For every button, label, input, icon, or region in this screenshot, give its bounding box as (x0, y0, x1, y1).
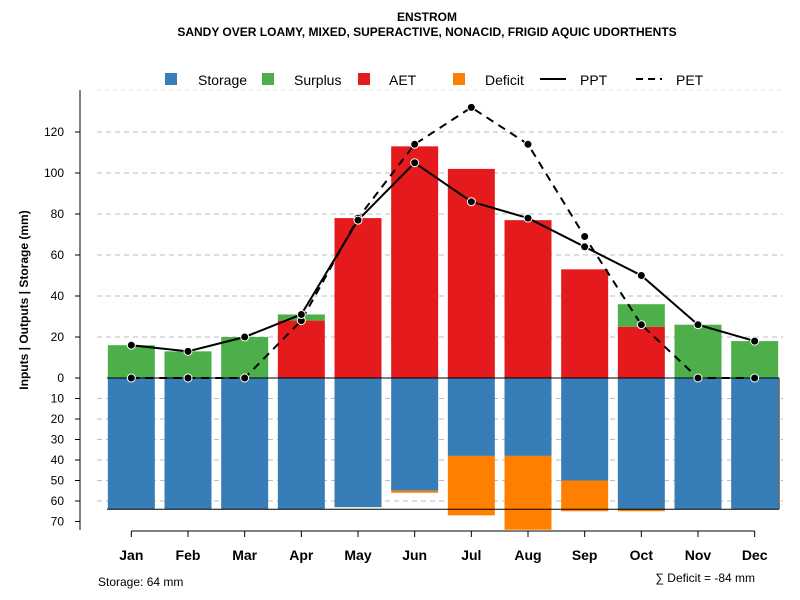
y-tick-label-lower-30: 30 (51, 433, 65, 447)
y-tick-label-lower-40: 40 (51, 453, 65, 467)
x-tick-label-aug: Aug (514, 547, 541, 563)
bar-deficit-sep (561, 480, 609, 512)
bar-aet-apr (277, 320, 325, 378)
legend-aet-swatch (358, 73, 370, 85)
x-tick-label-mar: Mar (232, 547, 257, 563)
x-tick-label-jun: Jun (402, 547, 427, 563)
ppt-point-jan (126, 340, 136, 350)
pet-point-mar (240, 373, 250, 383)
bar-storage-nov (674, 378, 722, 510)
ppt-point-nov (693, 320, 703, 330)
legend-deficit-label: Deficit (485, 72, 524, 88)
bar-deficit-oct (617, 509, 665, 512)
y-axis-label: Inputs | Outputs | Storage (mm) (17, 210, 31, 389)
pet-point-jun (410, 139, 420, 149)
x-tick-label-feb: Feb (176, 547, 201, 563)
pet-point-nov (693, 373, 703, 383)
bar-storage-may (334, 378, 382, 508)
bar-storage-oct (617, 378, 665, 510)
legend: Storage Surplus AET Deficit PPT PET (165, 72, 704, 88)
pet-point-aug (523, 139, 533, 149)
x-tick-label-jan: Jan (119, 547, 143, 563)
bar-storage-dec (731, 378, 779, 510)
pet-point-jul (466, 102, 476, 112)
ppt-point-jul (466, 197, 476, 207)
legend-surplus-label: Surplus (294, 72, 341, 88)
legend-pet-label: PET (676, 72, 704, 88)
x-tick-label-may: May (344, 547, 371, 563)
axes: 0 20 40 60 80 100 120 10 20 30 40 50 60 70 Jan Feb Mar Ap… (44, 90, 768, 563)
bar-surplus-mar (221, 337, 269, 378)
bar-storage-mar (221, 378, 269, 510)
legend-deficit-swatch (453, 73, 465, 85)
legend-aet-label: AET (389, 72, 417, 88)
ppt-point-sep (580, 242, 590, 252)
bar-deficit-jul (447, 455, 495, 516)
ppt-point-jun (410, 158, 420, 168)
y-tick-label-80: 80 (51, 207, 65, 221)
legend-storage-swatch (165, 73, 177, 85)
y-tick-label-lower-10: 10 (51, 392, 65, 406)
y-tick-label-60: 60 (51, 248, 65, 262)
pet-point-sep (580, 232, 590, 242)
y-tick-label-lower-60: 60 (51, 494, 65, 508)
ppt-point-apr (296, 309, 306, 319)
bar-storage-apr (277, 378, 325, 510)
bar-surplus-oct (617, 304, 665, 327)
bar-aet-may (334, 218, 382, 378)
bar-aet-oct (617, 326, 665, 378)
pet-point-dec (750, 373, 760, 383)
bars (107, 146, 779, 530)
y-tick-label-120: 120 (44, 125, 64, 139)
y-tick-label-40: 40 (51, 289, 65, 303)
x-tick-label-jul: Jul (461, 547, 481, 563)
x-tick-label-oct: Oct (630, 547, 654, 563)
y-tick-label-20: 20 (51, 330, 65, 344)
chart-subtitle: SANDY OVER LOAMY, MIXED, SUPERACTIVE, NO… (177, 25, 676, 39)
ppt-point-dec (750, 336, 760, 346)
series-lines (126, 102, 760, 383)
bar-storage-aug (504, 378, 552, 456)
y-tick-label-lower-50: 50 (51, 474, 65, 488)
chart-title: ENSTROM (397, 10, 457, 24)
legend-storage-label: Storage (198, 72, 247, 88)
x-tick-label-dec: Dec (742, 547, 768, 563)
bar-surplus-dec (731, 341, 779, 378)
y-tick-label-lower-70: 70 (51, 515, 65, 529)
bar-deficit-aug (504, 455, 552, 530)
bar-aet-sep (561, 269, 609, 378)
y-tick-label-100: 100 (44, 166, 64, 180)
y-tick-label-lower-20: 20 (51, 412, 65, 426)
grid-lines (97, 89, 783, 502)
deficit-note: ∑ Deficit = -84 mm (655, 571, 755, 585)
bar-aet-jun (391, 146, 439, 378)
x-tick-label-sep: Sep (572, 547, 598, 563)
ppt-point-aug (523, 213, 533, 223)
ppt-point-feb (183, 346, 193, 356)
storage-note: Storage: 64 mm (98, 575, 183, 589)
ppt-point-may (353, 215, 363, 225)
ppt-point-oct (636, 271, 646, 280)
bar-surplus-nov (674, 324, 722, 378)
bar-storage-sep (561, 378, 609, 481)
bar-storage-jul (447, 378, 495, 456)
pet-line (131, 106, 755, 379)
pet-point-feb (183, 373, 193, 383)
bar-surplus-jan (107, 345, 155, 378)
legend-surplus-swatch (262, 73, 274, 85)
bar-aet-aug (504, 220, 552, 378)
ppt-line (131, 161, 755, 353)
bar-storage-feb (164, 378, 212, 510)
pet-point-jan (126, 373, 136, 383)
bar-deficit-jun (391, 490, 439, 493)
x-tick-label-apr: Apr (289, 547, 314, 563)
bar-storage-jan (107, 378, 155, 510)
bar-storage-jun (391, 378, 439, 491)
ppt-point-mar (240, 332, 250, 342)
x-tick-label-nov: Nov (685, 547, 712, 563)
pet-point-oct (636, 320, 646, 330)
y-tick-label-0: 0 (57, 371, 64, 385)
legend-ppt-label: PPT (580, 72, 608, 88)
